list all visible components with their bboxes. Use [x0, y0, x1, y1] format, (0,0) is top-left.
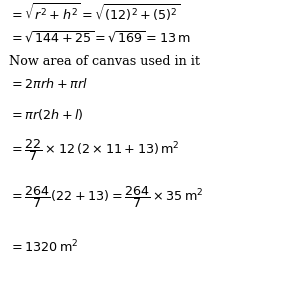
Text: $= 1320\,\mathrm{m}^2$: $= 1320\,\mathrm{m}^2$	[9, 239, 78, 255]
Text: $= 2\pi rh + \pi rl$: $= 2\pi rh + \pi rl$	[9, 77, 88, 91]
Text: $= \dfrac{22}{7} \times 12\,(2 \times 11 + 13)\,\mathrm{m}^2$: $= \dfrac{22}{7} \times 12\,(2 \times 11…	[9, 137, 179, 163]
Text: $= \dfrac{264}{7}(22+13) = \dfrac{264}{7} \times 35\,\mathrm{m}^2$: $= \dfrac{264}{7}(22+13) = \dfrac{264}{7…	[9, 184, 203, 210]
Text: Now area of canvas used in it: Now area of canvas used in it	[9, 55, 200, 68]
Text: $= \pi r(2h + l)$: $= \pi r(2h + l)$	[9, 107, 84, 122]
Text: $= \sqrt{r^2+h^2} = \sqrt{(12)^2+(5)^2}$: $= \sqrt{r^2+h^2} = \sqrt{(12)^2+(5)^2}$	[9, 2, 180, 24]
Text: $= \sqrt{144+25} = \sqrt{169} = 13\,\mathrm{m}$: $= \sqrt{144+25} = \sqrt{169} = 13\,\mat…	[9, 31, 191, 46]
